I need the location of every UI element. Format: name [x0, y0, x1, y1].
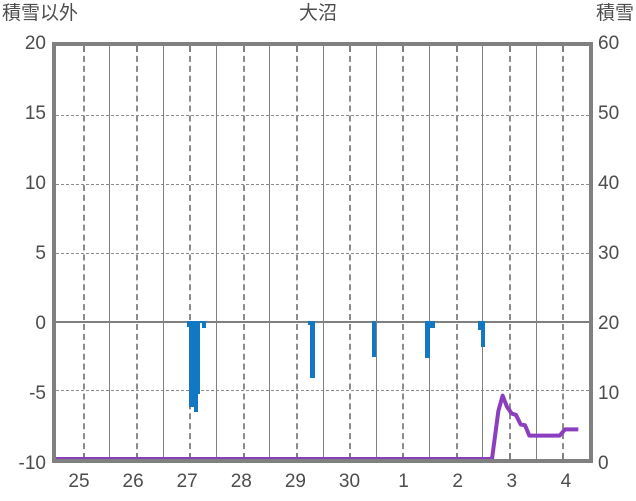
bar-0 — [186, 321, 192, 327]
edge-tick-top-8 — [455, 46, 458, 52]
gridline-x-mid-28 — [242, 46, 245, 459]
edge-tick-top-9 — [509, 46, 511, 52]
gridline-x-mid-25 — [82, 46, 85, 459]
right-axis-tick-60: 60 — [598, 33, 620, 54]
right-axis-tick-50: 50 — [598, 103, 620, 124]
left-axis-tick-0: 0 — [35, 313, 46, 334]
edge-tick-bottom-4 — [242, 453, 245, 459]
bar-12 — [478, 321, 483, 330]
bar-13 — [480, 321, 486, 348]
edge-tick-bottom-10 — [562, 453, 565, 459]
gridline-x-mid-29 — [295, 46, 298, 459]
left-axis-tick-m5: -5 — [29, 383, 46, 404]
x-axis-tick-2: 2 — [452, 471, 463, 492]
edge-tick-top-4 — [242, 46, 245, 52]
right-axis-unit-label: 積雪 — [595, 3, 634, 24]
bar-7 — [307, 321, 313, 326]
x-axis-tick-25: 25 — [68, 471, 90, 492]
gridline-x-mid-4 — [562, 46, 565, 459]
edge-tick-top-7 — [402, 46, 405, 52]
right-axis-tick-20: 20 — [598, 313, 620, 334]
bar-10 — [425, 321, 430, 359]
edge-tick-top-3 — [189, 46, 192, 52]
gridline-x-day-26 — [109, 46, 111, 459]
gridline-x-day-28 — [215, 46, 217, 459]
right-axis-tick-40: 40 — [598, 173, 620, 194]
page-title: 大沼 — [298, 3, 337, 24]
right-axis-tick-0: 0 — [598, 453, 609, 474]
left-axis-tick-10: 10 — [24, 173, 46, 194]
x-axis-tick-30: 30 — [338, 471, 361, 492]
left-axis-tick-20: 20 — [24, 33, 46, 54]
plot-area — [52, 42, 593, 463]
bar-4 — [195, 321, 201, 395]
edge-tick-bottom-6 — [349, 453, 352, 459]
gridline-x-mid-3 — [509, 46, 511, 459]
edge-tick-top-10 — [562, 46, 565, 52]
edge-tick-bottom-1 — [82, 453, 85, 459]
bar-9 — [371, 321, 377, 358]
bar-11 — [430, 321, 435, 329]
edge-tick-top-6 — [349, 46, 352, 52]
right-axis-tick-30: 30 — [598, 243, 620, 264]
left-axis-tick-5: 5 — [35, 243, 46, 264]
x-axis-tick-26: 26 — [122, 471, 144, 492]
plot-inner — [56, 46, 589, 459]
x-axis-tick-29: 29 — [284, 471, 306, 492]
gridline-x-day-30 — [322, 46, 324, 459]
bar-8 — [310, 321, 315, 378]
gridline-x-day-3 — [482, 46, 484, 459]
gridline-x-day-2 — [429, 46, 431, 459]
edge-tick-bottom-8 — [455, 453, 458, 459]
gridline-x-mid-27 — [189, 46, 192, 459]
edge-tick-top-5 — [295, 46, 298, 52]
gridline-x-day-29 — [269, 46, 271, 459]
left-axis-tick-m10: -10 — [18, 453, 46, 474]
gridline-x-day-1 — [375, 46, 377, 459]
edge-tick-bottom-3 — [189, 453, 192, 459]
edge-tick-top-2 — [135, 46, 138, 52]
edge-tick-bottom-5 — [295, 453, 298, 459]
x-axis-tick-28: 28 — [230, 471, 252, 492]
gridline-x-mid-30 — [349, 46, 352, 459]
x-axis-tick-1: 1 — [398, 471, 409, 492]
left-axis-unit-label: 積雪以外 — [2, 3, 79, 24]
x-axis-tick-4: 4 — [560, 471, 572, 492]
gridline-x-mid-2 — [455, 46, 458, 459]
gridline-x-mid-1 — [402, 46, 405, 459]
gridline-x-day-27 — [162, 46, 164, 459]
x-axis-tick-27: 27 — [176, 471, 198, 492]
left-axis-tick-15: 15 — [24, 103, 46, 124]
edge-tick-bottom-9 — [509, 453, 511, 459]
gridline-x-day-4 — [535, 46, 537, 459]
x-axis-tick-3: 3 — [506, 471, 518, 492]
edge-tick-top-1 — [82, 46, 85, 52]
bar-6 — [201, 321, 206, 329]
right-axis-tick-10: 10 — [598, 383, 620, 404]
gridline-x-mid-26 — [135, 46, 138, 459]
edge-tick-bottom-7 — [402, 453, 405, 459]
snow-depth-polyline — [56, 393, 579, 459]
edge-tick-bottom-2 — [135, 453, 138, 459]
